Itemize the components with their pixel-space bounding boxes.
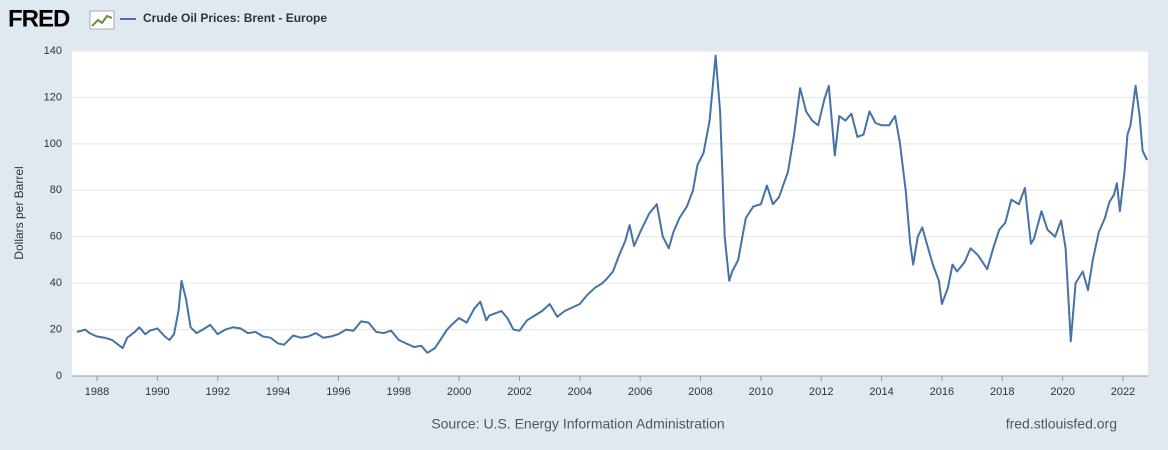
x-tick-label: 2022 xyxy=(1111,386,1135,398)
logo: FRED xyxy=(8,5,70,32)
source: Source: U.S. Energy Information Administ… xyxy=(431,416,724,432)
x-tick-label: 1992 xyxy=(205,386,229,398)
x-tick-label: 2002 xyxy=(507,386,531,398)
x-tick-label: 2010 xyxy=(749,386,773,398)
x-tick-label: 1998 xyxy=(387,386,411,398)
x-tick-label: 1988 xyxy=(85,386,109,398)
x-tick-label: 1994 xyxy=(266,386,290,398)
site-link[interactable]: fred.stlouisfed.org xyxy=(1006,416,1117,432)
y-tick-label: 100 xyxy=(44,138,62,150)
x-tick-label: 2020 xyxy=(1050,386,1074,398)
x-tick-label: 2006 xyxy=(628,386,652,398)
logo-icon xyxy=(89,10,115,30)
plot-area xyxy=(72,51,1148,376)
y-tick-label: 120 xyxy=(44,91,62,103)
x-tick-label: 2012 xyxy=(809,386,833,398)
x-tick-label: 2018 xyxy=(990,386,1014,398)
y-tick-label: 80 xyxy=(50,184,62,196)
x-tick-label: 2014 xyxy=(869,386,893,398)
x-tick-label: 2000 xyxy=(447,386,471,398)
data-line xyxy=(76,54,1149,354)
y-tick-label: 20 xyxy=(50,323,62,335)
x-tick-label: 1996 xyxy=(326,386,350,398)
x-tick-label: 2004 xyxy=(568,386,592,398)
y-tick-label: 60 xyxy=(50,231,62,243)
legend-label: Crude Oil Prices: Brent - Europe xyxy=(143,11,327,25)
y-tick-label: 140 xyxy=(44,45,62,57)
x-tick-label: 2016 xyxy=(930,386,954,398)
y-axis-label: Dollars per Barrel xyxy=(12,166,26,259)
y-tick-label: 40 xyxy=(50,277,62,289)
x-tick-label: 1990 xyxy=(145,386,169,398)
y-tick-label: 0 xyxy=(56,370,62,382)
x-tick-label: 2008 xyxy=(688,386,712,398)
